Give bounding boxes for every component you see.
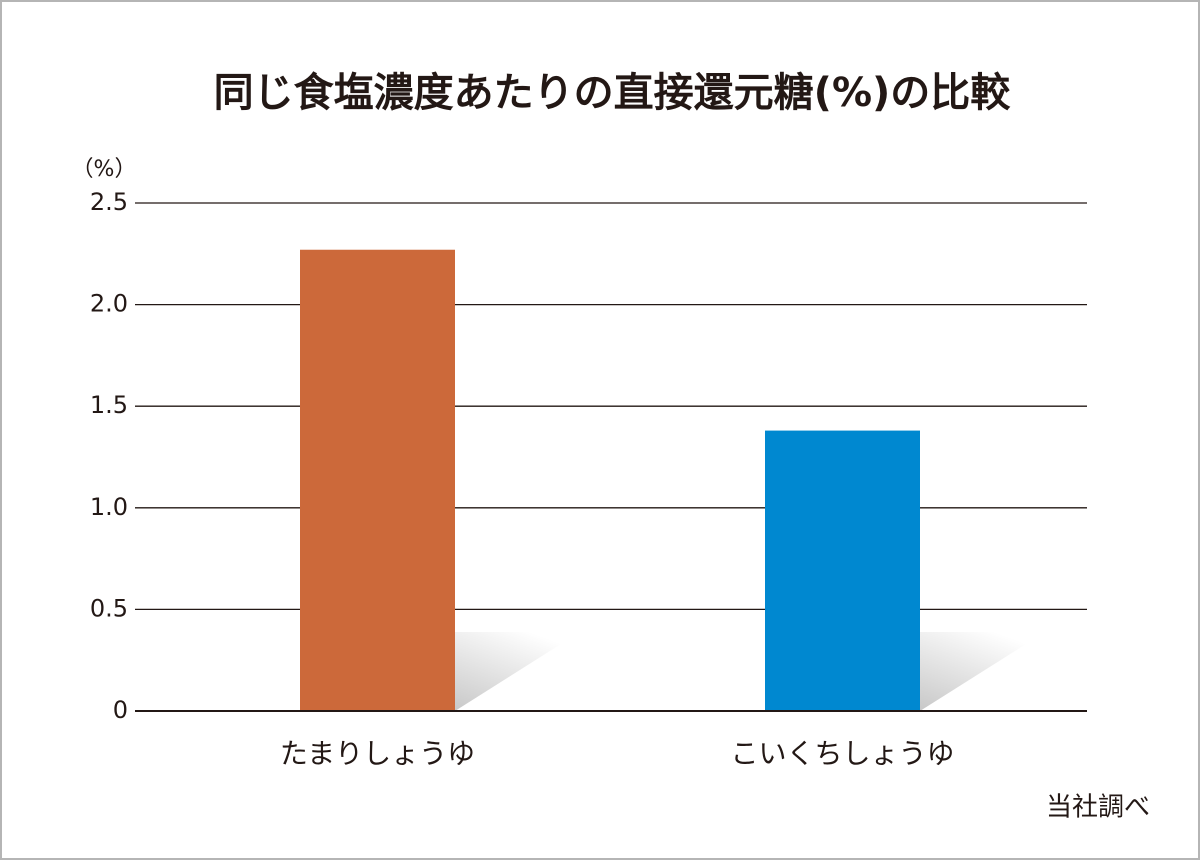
bar <box>300 249 455 711</box>
y-tick-label: 2.5 <box>90 188 128 216</box>
y-unit-label: （%） <box>72 157 137 182</box>
y-tick-label: 0.5 <box>90 594 128 622</box>
y-tick-label: 0 <box>113 696 128 724</box>
y-tick-label: 2.0 <box>90 290 128 318</box>
chart-title: 同じ食塩濃度あたりの直接還元糖(%)の比較 <box>214 70 1012 116</box>
x-tick-label: こいくちしょうゆ <box>730 737 954 770</box>
bar-shadow <box>455 632 580 711</box>
y-tick-label: 1.0 <box>90 493 128 521</box>
bar <box>765 430 920 711</box>
y-tick-label: 1.5 <box>90 391 128 419</box>
source-note: 当社調べ <box>1046 793 1150 823</box>
x-tick-label: たまりしょうゆ <box>280 737 475 770</box>
bar-shadow <box>920 632 1045 711</box>
